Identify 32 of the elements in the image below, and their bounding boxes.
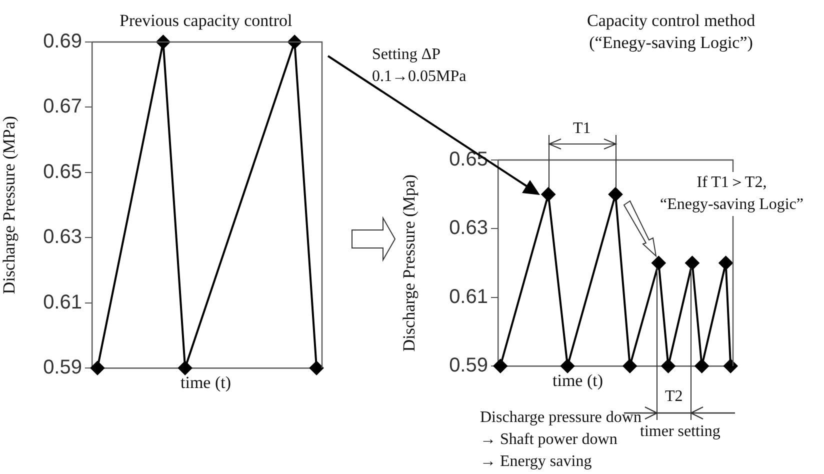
y-tick-label: 0.61 — [449, 286, 488, 308]
point — [694, 359, 709, 373]
y-tick-label: 0.67 — [43, 96, 82, 118]
chart-title: Capacity control method (“Enegy-saving Logic”) — [587, 10, 756, 54]
text: T2 — [665, 387, 683, 407]
point — [718, 256, 733, 270]
point — [560, 359, 575, 373]
y-tick-label: 0.63 — [449, 217, 488, 240]
y-axis-title: Discharge Pressure (MPa) — [0, 116, 19, 294]
y-tick-label: 0.61 — [43, 291, 82, 314]
y-tick-label: 0.59 — [449, 354, 488, 377]
x-axis-title: time (t) — [180, 372, 232, 394]
chart-title: Previous capacity control — [120, 10, 292, 32]
point — [493, 359, 508, 373]
point — [652, 256, 666, 270]
y-tick-label: 0.69 — [43, 30, 82, 53]
annotation: If T1＞T2, “Enegy-saving Logic” — [660, 172, 804, 216]
y-tick-label: 0.63 — [43, 226, 82, 248]
y-tick-label: 0.59 — [43, 356, 82, 379]
text: timer setting — [640, 422, 720, 442]
point — [661, 359, 676, 373]
point — [541, 187, 556, 202]
text: Discharge pressure down → Shaft power down → Energy saving — [480, 408, 642, 472]
y-tick-label: 0.65 — [43, 160, 82, 183]
text: T1 — [573, 119, 591, 139]
point — [608, 187, 622, 202]
point — [724, 359, 738, 373]
point — [622, 359, 637, 373]
point — [685, 256, 700, 270]
y-axis-title: Discharge Pressure (Mpa) — [400, 174, 419, 352]
x-axis-title: time (t) — [552, 370, 604, 392]
text: Setting ΔP 0.1→0.05MPa — [372, 45, 466, 87]
